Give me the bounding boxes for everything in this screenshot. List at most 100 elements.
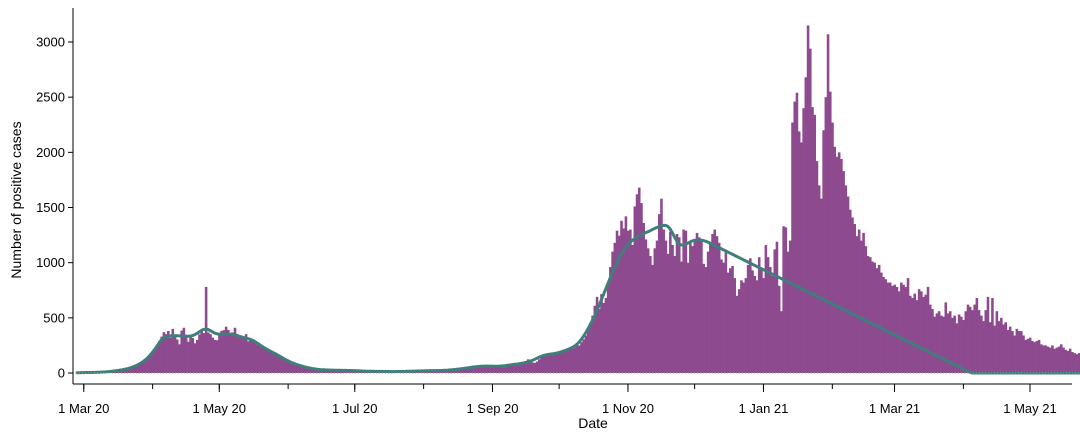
bar <box>558 352 561 373</box>
bar <box>631 245 634 373</box>
bar <box>124 369 128 373</box>
bar <box>1073 353 1076 373</box>
bar <box>691 246 694 373</box>
bar <box>986 296 990 373</box>
bar <box>884 279 888 373</box>
bar <box>955 323 959 373</box>
bar <box>797 131 801 373</box>
bar <box>740 280 743 373</box>
bar <box>191 337 195 373</box>
bar <box>495 365 499 373</box>
x-tick-label: 1 Mar 21 <box>869 401 920 416</box>
bar <box>844 185 848 373</box>
bar <box>233 327 237 373</box>
bar <box>315 369 319 373</box>
bar <box>251 339 255 373</box>
bar <box>518 363 521 373</box>
bar <box>860 240 863 373</box>
bar <box>593 305 597 373</box>
bar <box>704 267 708 373</box>
bar <box>702 263 705 373</box>
bar <box>486 366 490 373</box>
line-layer <box>75 223 1080 375</box>
bar <box>560 351 563 373</box>
bar <box>289 361 292 373</box>
bar <box>915 300 919 373</box>
y-axis-title: Number of positive cases <box>8 121 24 278</box>
bar <box>578 345 581 373</box>
bar <box>202 333 206 373</box>
bar <box>800 142 803 373</box>
bar <box>815 161 819 373</box>
bar <box>644 239 648 373</box>
bar <box>135 365 139 373</box>
bar <box>868 257 872 373</box>
bar <box>686 262 690 373</box>
bar <box>751 270 754 373</box>
bar <box>604 297 608 373</box>
bar <box>458 369 461 373</box>
bar <box>267 349 270 373</box>
bar <box>513 364 517 373</box>
bar <box>1033 342 1036 373</box>
bar <box>988 322 992 373</box>
bar <box>1077 353 1080 373</box>
bar <box>946 313 950 373</box>
bar <box>282 358 286 373</box>
bar <box>677 237 681 373</box>
bar <box>802 108 805 373</box>
bar <box>311 368 315 373</box>
bar <box>175 339 179 373</box>
bar <box>218 334 221 373</box>
bar <box>1055 347 1059 373</box>
bar <box>717 242 721 373</box>
bar <box>589 322 592 373</box>
bar <box>824 97 828 374</box>
bar <box>933 316 936 373</box>
bar <box>1002 324 1005 373</box>
bar <box>498 366 501 373</box>
bar <box>182 327 186 373</box>
bar <box>657 214 661 373</box>
bar <box>695 232 699 373</box>
bar <box>555 352 559 373</box>
bar <box>948 311 952 373</box>
bar <box>733 278 737 373</box>
bars-layer <box>76 25 1080 374</box>
bar <box>562 350 566 373</box>
bar <box>866 256 870 373</box>
bar <box>542 356 546 373</box>
bar <box>1011 331 1014 373</box>
bar <box>526 359 530 373</box>
bar <box>895 286 899 373</box>
bar <box>253 340 257 373</box>
bar <box>471 367 474 373</box>
bar <box>913 293 916 373</box>
bar <box>469 367 472 373</box>
bar <box>822 130 825 373</box>
bar <box>789 240 792 373</box>
bar <box>775 241 779 373</box>
bar <box>575 345 579 373</box>
bar <box>546 354 550 373</box>
bar <box>209 334 212 373</box>
bar <box>451 369 454 373</box>
bar <box>971 310 974 373</box>
bar <box>1022 335 1025 373</box>
x-tick-label: 1 Jul 20 <box>332 401 378 416</box>
bar <box>1008 326 1012 373</box>
bar <box>875 268 879 373</box>
bar <box>1046 346 1050 373</box>
bar <box>193 343 197 373</box>
bar <box>322 369 326 373</box>
bar <box>831 122 834 373</box>
bar <box>287 360 290 373</box>
bar <box>769 267 772 373</box>
y-tick-label: 3000 <box>36 35 65 50</box>
bar <box>764 245 768 373</box>
bar <box>784 227 788 373</box>
bar <box>522 363 526 373</box>
bar <box>886 282 890 373</box>
bar <box>502 367 506 373</box>
bar <box>149 354 152 373</box>
